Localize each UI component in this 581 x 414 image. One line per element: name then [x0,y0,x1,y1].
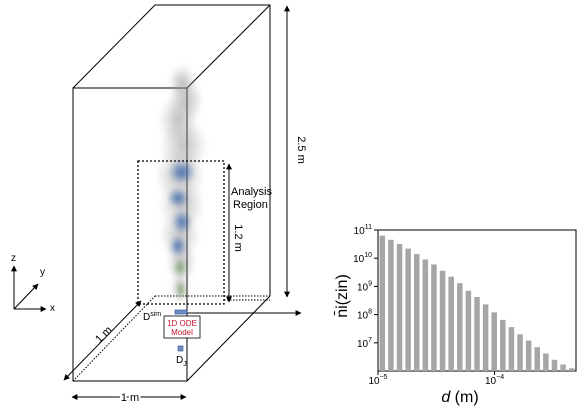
depth-dimension-label: 1 m [93,324,114,345]
chart-x-tick-label: 10−4 [485,374,504,387]
chart-bar [439,270,446,371]
d-j-label: DJ [176,355,187,368]
chart-y-ticks: 107 108 109 1010 1011 [353,224,378,350]
ode-model-box [163,315,201,339]
chart-bar [448,276,454,371]
chart-bar [388,239,394,371]
box-top-left-diagonal [72,4,156,89]
d-sim-label: Dsim [143,311,161,323]
axis-triad-z-label: z [11,253,16,264]
ode-model-label-line2: Model [171,328,193,337]
chart-bar [465,290,472,371]
chart-bar [405,248,411,371]
chart-y-tick-label: 108 [357,309,372,322]
ode-model-label-line1: 1D ODE [167,319,197,328]
axis-triad [11,265,47,312]
chart-x-tick-label: 10−5 [368,374,387,387]
chart-y-tick-label: 107 [357,337,372,350]
chart-bar [500,319,506,371]
chart-bar [413,254,420,371]
depth-dimension-arrow [63,300,142,381]
chart-x-axis-label: d (m) [441,389,478,406]
chart-bar [568,368,575,371]
chart-bar [551,359,558,371]
chart-bar [482,304,489,371]
d-j-nozzle [177,345,184,352]
chart-y-tick-label: 109 [357,280,372,293]
analysis-region-label-line1: Analysis [231,186,272,198]
chart-y-tick-label: 1010 [353,252,372,265]
height-dimension-label: 2.5 m [295,136,307,164]
chart-bar [560,364,566,371]
chart-x-ticks: 10−510−410−3 [368,371,504,387]
chart-bar [508,327,515,371]
chart-bar [379,235,386,371]
analysis-region-box [137,160,225,305]
chart-bar [534,347,541,371]
chart-bar [457,283,463,371]
box-hidden-floor-diagonal [72,295,156,382]
chart-bar [491,312,497,371]
analysis-region-label-line2: Region [233,199,268,211]
d-sim-nozzle [174,309,188,315]
chart-y-axis-label: n̄i(zin) [334,274,351,318]
box-top-right-diagonal [186,4,271,89]
chart-bar [517,334,523,371]
analysis-height-label: 1.2 m [232,224,244,252]
chart-bars [379,235,575,371]
axis-triad-y-label: y [40,267,45,278]
spray-plume [155,64,208,304]
width-dimension-label: 1 m [121,392,139,404]
chart-bar [525,340,532,371]
chart-bar [431,264,437,371]
chart-bar [543,353,549,371]
chart-bar [396,243,403,371]
box-bottom-right-diagonal [186,295,271,382]
chart-bar [422,259,429,371]
axis-triad-x-label: x [50,303,55,314]
chart-bar [474,297,480,371]
chart-y-tick-label: 1011 [354,224,372,237]
